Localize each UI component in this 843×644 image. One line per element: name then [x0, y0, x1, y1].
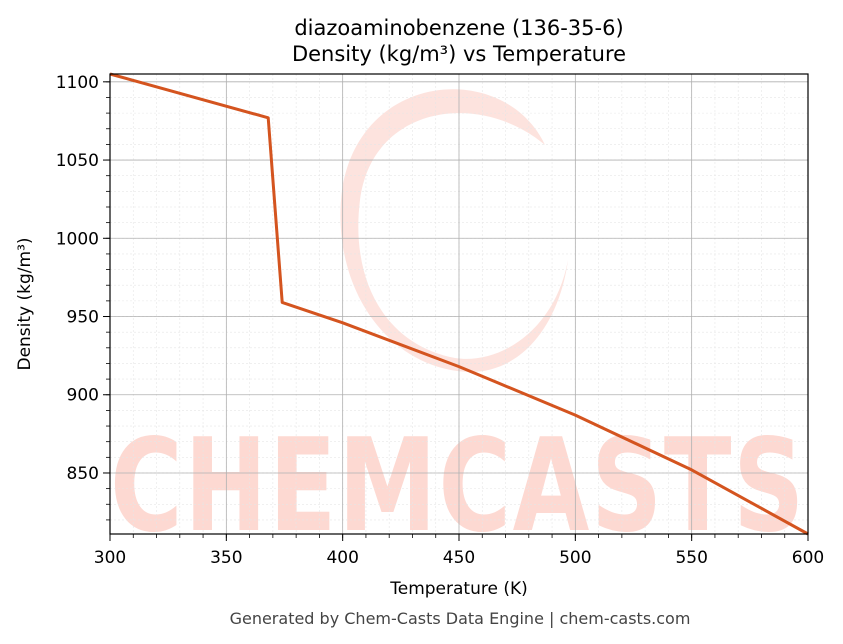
chart-title-line2: Density (kg/m³) vs Temperature — [292, 42, 626, 66]
chart-title-line1: diazoaminobenzene (136-35-6) — [294, 16, 623, 40]
x-tick-label: 500 — [559, 548, 591, 568]
x-tick-label: 450 — [443, 548, 475, 568]
y-tick-label: 950 — [67, 308, 99, 328]
footer-credit: Generated by Chem-Casts Data Engine | ch… — [230, 609, 691, 628]
watermark: CHEMCASTS — [110, 89, 806, 561]
x-tick-label: 300 — [94, 548, 126, 568]
y-tick-label: 1000 — [56, 229, 99, 249]
y-tick-label: 900 — [67, 386, 99, 406]
x-tick-label: 350 — [210, 548, 242, 568]
x-tick-label: 400 — [326, 548, 358, 568]
watermark-text: CHEMCASTS — [110, 412, 806, 561]
x-tick-labels: 300 350 400 450 500 550 600 — [94, 548, 824, 568]
y-tick-label: 1050 — [56, 151, 99, 171]
x-axis-label: Temperature (K) — [389, 579, 528, 599]
density-series-line — [109, 72, 809, 536]
y-tick-label: 1100 — [56, 73, 99, 93]
x-tick-label: 550 — [675, 548, 707, 568]
y-tick-label: 850 — [67, 464, 99, 484]
y-axis-label: Density (kg/m³) — [15, 237, 35, 370]
major-grid — [109, 74, 809, 534]
y-tick-labels: 850 900 950 1000 1050 1100 — [56, 73, 99, 484]
x-tick-label: 600 — [792, 548, 824, 568]
axis-ticks — [103, 81, 809, 541]
watermark-swirl-icon — [340, 89, 568, 372]
